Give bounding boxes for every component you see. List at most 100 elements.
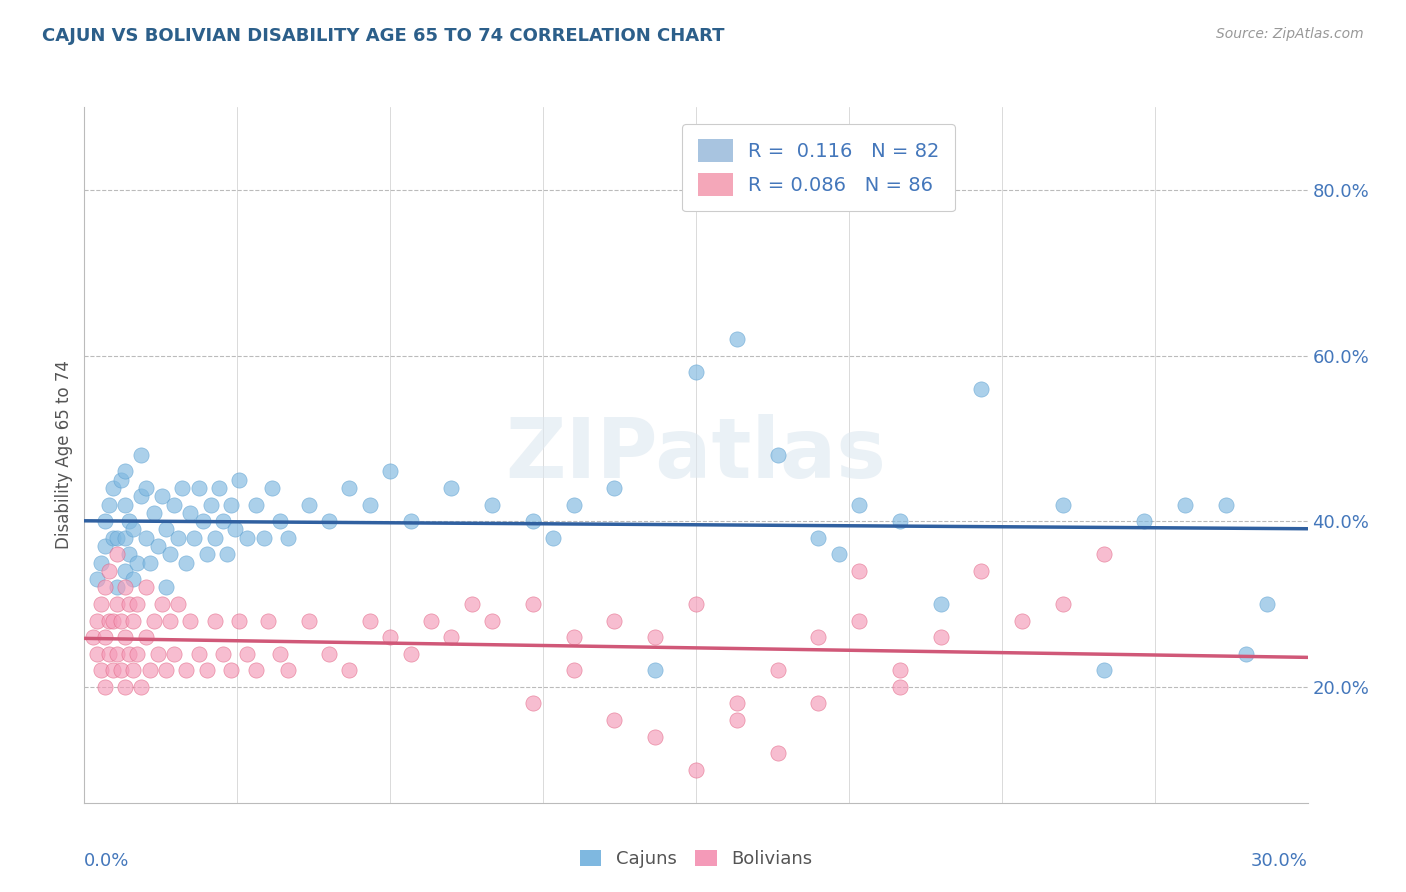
Point	[97, 614, 120, 628]
Point	[1133, 514, 1156, 528]
Text: CAJUN VS BOLIVIAN DISABILITY AGE 65 TO 74 CORRELATION CHART: CAJUN VS BOLIVIAN DISABILITY AGE 65 TO 7…	[42, 27, 724, 45]
Point	[131, 680, 153, 694]
Point	[97, 498, 120, 512]
Point	[543, 531, 565, 545]
Point	[399, 647, 422, 661]
Point	[298, 498, 321, 512]
Point	[118, 597, 141, 611]
Point	[138, 556, 160, 570]
Point	[219, 498, 242, 512]
Point	[644, 730, 666, 744]
Point	[174, 556, 197, 570]
Point	[155, 663, 177, 677]
Point	[807, 630, 830, 644]
Y-axis label: Disability Age 65 to 74: Disability Age 65 to 74	[55, 360, 73, 549]
Point	[114, 531, 136, 545]
Point	[93, 539, 115, 553]
Point	[142, 506, 165, 520]
Point	[101, 614, 124, 628]
Point	[603, 614, 626, 628]
Point	[187, 647, 209, 661]
Point	[481, 614, 503, 628]
Point	[461, 597, 484, 611]
Point	[644, 630, 666, 644]
Point	[135, 581, 157, 595]
Point	[889, 514, 911, 528]
Point	[110, 614, 132, 628]
Point	[399, 514, 422, 528]
Point	[114, 498, 136, 512]
Point	[105, 547, 128, 561]
Point	[685, 763, 707, 777]
Text: 0.0%: 0.0%	[84, 852, 129, 870]
Point	[82, 630, 104, 644]
Point	[269, 647, 291, 661]
Point	[228, 473, 250, 487]
Point	[155, 523, 177, 537]
Point	[101, 663, 124, 677]
Point	[339, 481, 360, 495]
Point	[163, 498, 186, 512]
Point	[195, 663, 218, 677]
Point	[1174, 498, 1197, 512]
Point	[212, 514, 235, 528]
Point	[766, 448, 789, 462]
Point	[86, 572, 108, 586]
Point	[159, 614, 181, 628]
Point	[118, 547, 141, 561]
Point	[522, 597, 544, 611]
Point	[114, 564, 136, 578]
Point	[179, 506, 201, 520]
Point	[219, 663, 242, 677]
Point	[807, 697, 830, 711]
Point	[155, 581, 177, 595]
Point	[127, 556, 149, 570]
Point	[135, 531, 157, 545]
Point	[970, 382, 993, 396]
Point	[167, 531, 190, 545]
Point	[93, 581, 115, 595]
Point	[766, 663, 789, 677]
Point	[127, 597, 149, 611]
Point	[122, 572, 145, 586]
Point	[142, 614, 165, 628]
Point	[257, 614, 280, 628]
Point	[827, 547, 849, 561]
Point	[204, 614, 226, 628]
Point	[105, 597, 128, 611]
Point	[217, 547, 239, 561]
Point	[105, 581, 128, 595]
Point	[114, 680, 136, 694]
Point	[245, 498, 267, 512]
Point	[440, 630, 463, 644]
Point	[380, 630, 402, 644]
Point	[929, 597, 952, 611]
Point	[685, 597, 707, 611]
Point	[86, 647, 108, 661]
Point	[172, 481, 194, 495]
Point	[562, 630, 585, 644]
Point	[146, 647, 169, 661]
Point	[644, 663, 666, 677]
Point	[236, 531, 259, 545]
Point	[131, 448, 153, 462]
Point	[1092, 547, 1115, 561]
Point	[929, 630, 952, 644]
Point	[970, 564, 993, 578]
Point	[1092, 663, 1115, 677]
Point	[150, 597, 173, 611]
Point	[848, 498, 870, 512]
Point	[114, 630, 136, 644]
Point	[725, 697, 748, 711]
Point	[200, 498, 222, 512]
Point	[174, 663, 197, 677]
Point	[1234, 647, 1257, 661]
Point	[685, 365, 707, 379]
Point	[146, 539, 169, 553]
Point	[122, 523, 145, 537]
Point	[440, 481, 463, 495]
Point	[97, 647, 120, 661]
Point	[212, 647, 235, 661]
Point	[138, 663, 160, 677]
Text: ZIPatlas: ZIPatlas	[506, 415, 886, 495]
